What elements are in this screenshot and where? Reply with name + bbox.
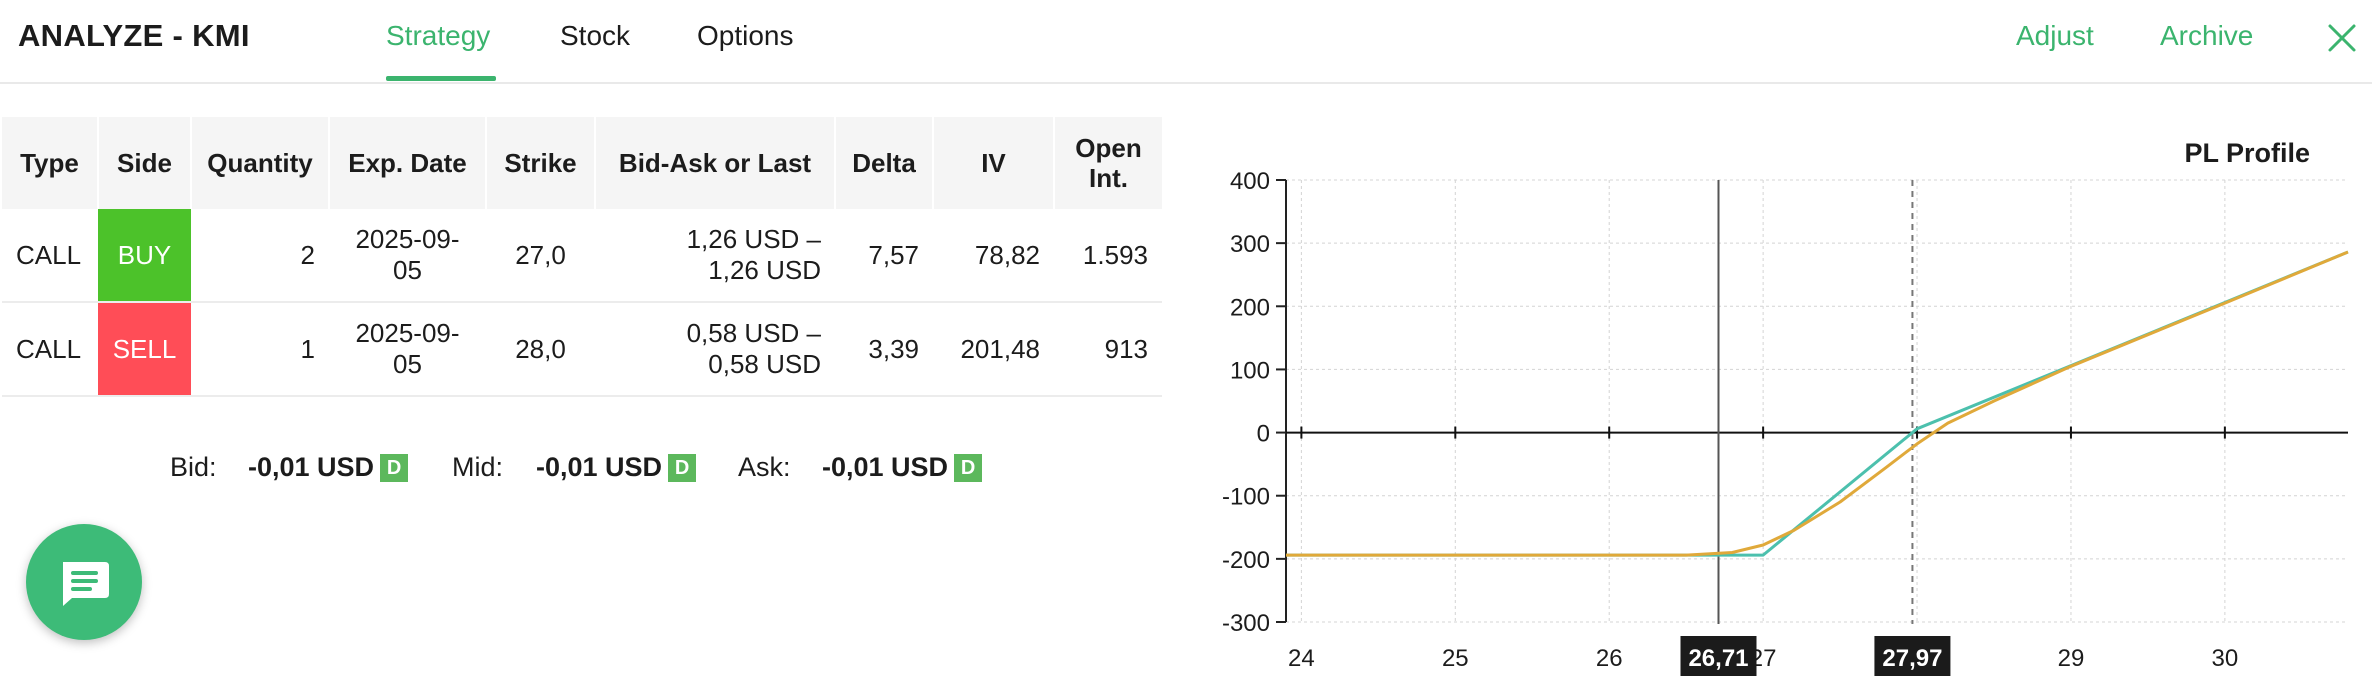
cell-strike: 28,0 <box>486 302 595 397</box>
cell-exp-date: 2025-09- 05 <box>329 209 486 303</box>
tab-strategy[interactable]: Strategy <box>386 20 491 51</box>
cell-type: CALL <box>2 209 98 303</box>
y-tick-label: 0 <box>1257 421 1270 448</box>
cell-exp-date-line1: 2025-09- <box>355 318 460 348</box>
pl-profile-chart[interactable]: 4003002001000-100-200-300242526272829302… <box>1190 120 2372 676</box>
cell-open-int: 1.593 <box>1054 209 1162 303</box>
x-tick-label: 26 <box>1596 645 1623 672</box>
cell-strike: 27,0 <box>486 209 595 303</box>
marker-label: 26,71 <box>1688 645 1748 672</box>
ask-label: Ask: <box>738 452 791 482</box>
cell-type: CALL <box>2 302 98 397</box>
chart-title: PL Profile <box>2184 138 2310 168</box>
bid-price: -0,01 USD D <box>248 452 409 483</box>
y-tick-label: 100 <box>1230 357 1270 384</box>
series-line <box>1286 250 2349 557</box>
ask-value: -0,01 USD <box>822 452 949 482</box>
y-tick-label: -200 <box>1222 547 1270 574</box>
y-tick-label: -100 <box>1222 484 1270 511</box>
strategy-legs-table: Type Side Quantity Exp. Date Strike Bid-… <box>2 117 1162 397</box>
cell-iv: 201,48 <box>933 302 1054 397</box>
col-header-side: Side <box>98 117 192 209</box>
bid-value: -0,01 USD <box>248 452 375 482</box>
bid-label: Bid: <box>170 452 217 482</box>
data-source-badge: D <box>380 454 409 482</box>
close-icon[interactable] <box>2324 20 2360 56</box>
active-tab-indicator <box>386 76 496 81</box>
page-title: ANALYZE - KMI <box>18 18 250 53</box>
cell-exp-date-line2: 05 <box>393 349 422 379</box>
col-header-strike: Strike <box>486 117 596 209</box>
series-line <box>1286 250 2349 557</box>
data-source-badge: D <box>668 454 697 482</box>
table-row: CALL SELL 1 2025-09- 05 28,0 0,58 USD –0,… <box>2 302 1162 397</box>
y-tick-label: 200 <box>1230 294 1270 321</box>
cell-bid-ask: 1,26 USD –1,26 USD <box>595 209 835 303</box>
col-header-quantity: Quantity <box>191 117 330 209</box>
cell-delta: 3,39 <box>835 302 933 397</box>
y-tick-label: -300 <box>1222 610 1270 637</box>
adjust-button[interactable]: Adjust <box>2016 20 2094 51</box>
cell-iv: 78,82 <box>933 209 1054 303</box>
archive-button[interactable]: Archive <box>2160 20 2254 51</box>
cell-bid-ask-line2: 1,26 USD <box>708 255 821 285</box>
col-header-open-int-line1: Open <box>1075 133 1142 163</box>
marker-label-bg <box>1680 636 1757 676</box>
mid-label: Mid: <box>452 452 504 482</box>
cell-bid-ask-line2: 0,58 USD <box>708 349 821 379</box>
cell-bid-ask-line1: 1,26 USD – <box>686 224 821 254</box>
col-header-bid-ask: Bid-Ask or Last <box>595 117 836 209</box>
marker-label-badge: 27,97 <box>1874 636 1951 676</box>
cell-open-int: 913 <box>1054 302 1162 397</box>
col-header-exp-date: Exp. Date <box>329 117 487 209</box>
marker-label: 27,97 <box>1882 645 1942 672</box>
data-source-badge: D <box>954 454 983 482</box>
x-tick-label: 25 <box>1442 645 1469 672</box>
cell-quantity[interactable]: 1 <box>191 302 329 397</box>
side-sell-badge[interactable]: SELL <box>98 302 191 397</box>
marker-label-bg <box>1874 636 1951 676</box>
cell-quantity[interactable]: 2 <box>191 209 329 303</box>
cell-exp-date-line2: 05 <box>393 255 422 285</box>
col-header-delta: Delta <box>835 117 934 209</box>
ask-price: -0,01 USD D <box>822 452 983 483</box>
table-row: CALL BUY 2 2025-09- 05 27,0 1,26 USD –1,2… <box>2 209 1162 303</box>
col-header-open-int: Open Int. <box>1054 117 1162 209</box>
tab-options[interactable]: Options <box>697 20 794 51</box>
col-header-iv: IV <box>933 117 1055 209</box>
col-header-type: Type <box>2 117 99 209</box>
cell-exp-date: 2025-09- 05 <box>329 302 486 397</box>
x-tick-label: 24 <box>1288 645 1315 672</box>
cell-bid-ask: 0,58 USD –0,58 USD <box>595 302 835 397</box>
chat-icon <box>63 562 109 606</box>
cell-delta: 7,57 <box>835 209 933 303</box>
col-header-open-int-line2: Int. <box>1089 163 1128 193</box>
y-tick-label: 400 <box>1230 168 1270 195</box>
chat-button[interactable] <box>26 524 142 640</box>
x-tick-label: 30 <box>2212 645 2239 672</box>
mid-value: -0,01 USD <box>536 452 663 482</box>
cell-bid-ask-line1: 0,58 USD – <box>686 318 821 348</box>
x-tick-label: 29 <box>2058 645 2085 672</box>
mid-price: -0,01 USD D <box>536 452 697 483</box>
header-bar: ANALYZE - KMI Strategy Stock Options Adj… <box>0 0 2372 84</box>
table-header-row: Type Side Quantity Exp. Date Strike Bid-… <box>2 117 1162 209</box>
y-tick-label: 300 <box>1230 231 1270 258</box>
marker-label-badge: 26,71 <box>1680 636 1757 676</box>
tab-stock[interactable]: Stock <box>560 20 631 51</box>
cell-exp-date-line1: 2025-09- <box>355 224 460 254</box>
side-buy-badge[interactable]: BUY <box>98 209 191 303</box>
